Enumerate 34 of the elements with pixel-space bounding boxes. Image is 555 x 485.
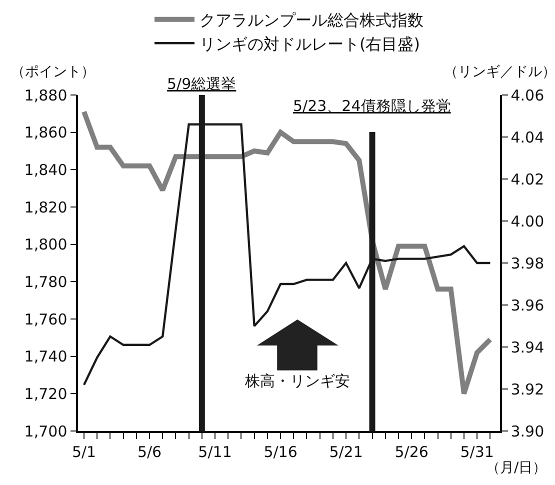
y2-tick-label: 3.98 (510, 254, 544, 272)
y-tick-label: 1,880 (24, 86, 68, 104)
x-tick-label: 5/26 (394, 442, 428, 461)
y-tick-label: 1,840 (24, 160, 68, 179)
y-tick-label: 1,820 (24, 198, 68, 216)
y-tick-label: 1,720 (24, 384, 68, 403)
y-tick-label: 1,800 (24, 236, 68, 254)
x-tick-label: 5/6 (137, 442, 162, 461)
y-tick-label: 1,700 (24, 422, 68, 440)
y2-tick-label: 3.92 (510, 380, 544, 398)
x-axis-title: （月/日） (486, 460, 547, 476)
x-tick-label: 5/31 (460, 442, 494, 461)
legend-label: リンギの対ドルレート(右目盛) (200, 34, 420, 54)
x-tick-label: 5/21 (329, 442, 363, 461)
x-tick-label: 5/1 (72, 442, 96, 461)
y2-tick-label: 4.02 (510, 170, 544, 188)
y-tick-label: 1,740 (24, 348, 68, 366)
y2-tick-label: 4.04 (510, 128, 544, 146)
y2-tick-label: 3.94 (510, 338, 544, 356)
annotation: 株高・リンギ安 (244, 372, 350, 390)
legend-label: クアラルンプール総合株式指数 (200, 10, 424, 30)
y-axis-title: （ポイント） (11, 64, 95, 80)
y2-tick-label: 3.90 (510, 422, 544, 440)
y-tick-label: 1,860 (24, 124, 68, 142)
ref-line-label: 5/23、24債務隠し発覚 (293, 97, 451, 115)
y-tick-label: 1,760 (24, 310, 68, 328)
x-tick-label: 5/16 (264, 442, 298, 461)
y2-axis-title: （リンギ／ドル） (444, 64, 555, 80)
y2-tick-label: 4.00 (510, 212, 544, 230)
y2-tick-label: 4.06 (510, 86, 544, 104)
y-tick-label: 1,780 (24, 272, 68, 291)
ref-line-label: 5/9総選挙 (167, 75, 236, 93)
y2-tick-label: 3.96 (510, 296, 544, 314)
x-tick-label: 5/11 (198, 442, 232, 461)
